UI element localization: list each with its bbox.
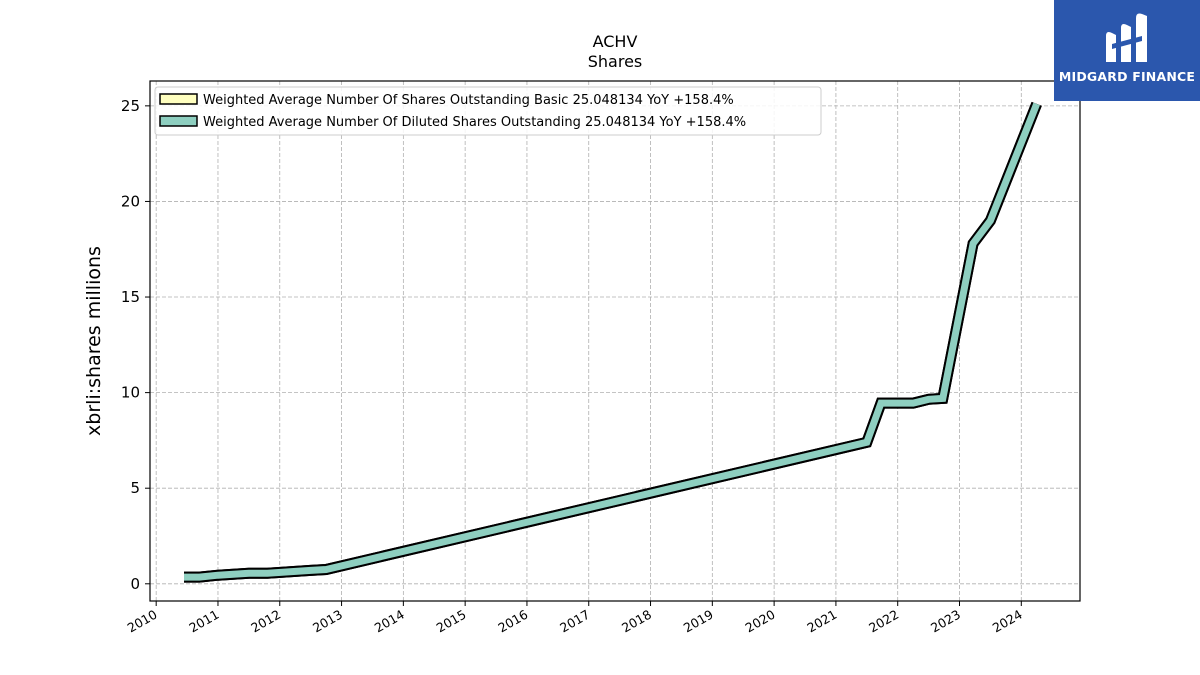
y-tick-label: 15 xyxy=(121,288,140,306)
chart-subtitle: Shares xyxy=(588,52,643,71)
x-tick-label: 2019 xyxy=(681,607,716,636)
y-tick-label: 0 xyxy=(130,575,140,593)
legend-swatch-basic xyxy=(159,93,198,105)
legend-swatch-diluted xyxy=(159,115,198,127)
x-tick-label: 2018 xyxy=(619,607,654,636)
plot-frame xyxy=(149,80,1081,602)
x-tick-label: 2020 xyxy=(743,607,778,636)
y-axis: 0 5 10 15 20 25 xyxy=(121,97,150,593)
x-tick-label: 2023 xyxy=(928,607,963,636)
legend-label-diluted: Weighted Average Number Of Diluted Share… xyxy=(203,115,746,130)
y-tick-label: 20 xyxy=(121,192,140,210)
x-tick-label: 2017 xyxy=(557,607,592,636)
x-tick-label: 2014 xyxy=(372,607,407,636)
y-tick-label: 10 xyxy=(121,384,140,402)
chart-title: ACHV xyxy=(593,32,638,51)
x-tick-label: 2012 xyxy=(248,607,283,636)
x-tick-label: 2010 xyxy=(125,607,160,636)
y-axis-label: xbrli:shares millions xyxy=(83,246,105,436)
logo-mark-icon xyxy=(1106,13,1147,62)
series-diluted-line xyxy=(184,102,1040,581)
x-axis: 2010 2011 2012 2013 2014 2015 2016 2017 2018 2019… xyxy=(125,601,1025,636)
x-tick-label: 2013 xyxy=(310,607,345,636)
series-lines xyxy=(184,101,1042,583)
y-tick-label: 5 xyxy=(130,479,140,497)
logo-text: MIDGARD FINANCE xyxy=(1058,69,1196,84)
y-tick-label: 25 xyxy=(121,97,140,115)
x-tick-label: 2022 xyxy=(866,607,901,636)
legend-box xyxy=(154,86,822,136)
grid xyxy=(150,81,1080,601)
x-tick-label: 2015 xyxy=(434,607,469,636)
x-tick-label: 2016 xyxy=(495,607,530,636)
x-tick-label: 2011 xyxy=(186,607,221,636)
midgard-finance-logo: MIDGARD FINANCE xyxy=(1054,0,1200,101)
x-tick-label: 2021 xyxy=(804,607,839,636)
x-tick-label: 2024 xyxy=(990,607,1025,636)
legend-label-basic: Weighted Average Number Of Shares Outsta… xyxy=(203,93,734,108)
legend: Weighted Average Number Of Shares Outsta… xyxy=(154,86,822,136)
